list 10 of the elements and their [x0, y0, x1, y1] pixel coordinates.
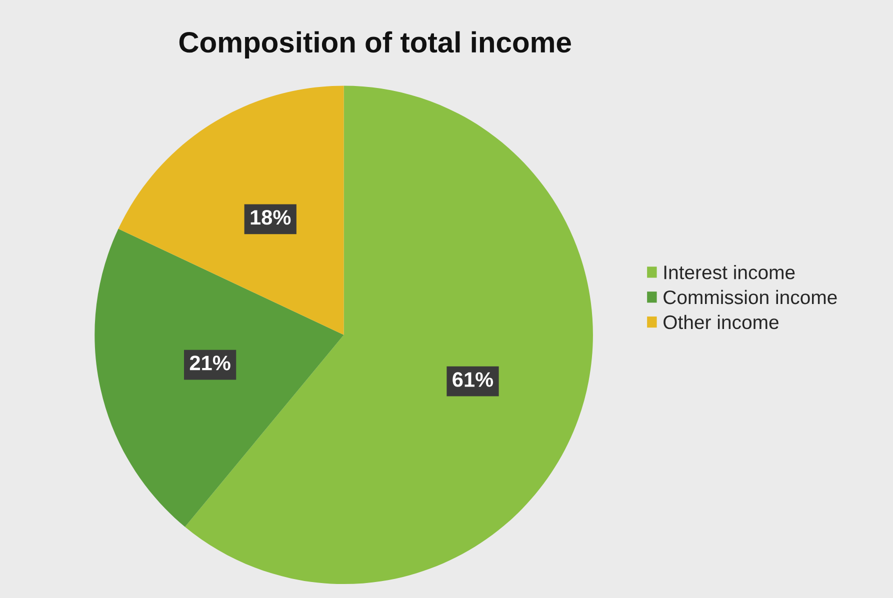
legend-label: Interest income — [664, 265, 795, 280]
data-label: 61% — [452, 372, 494, 387]
legend-label: Other income — [664, 314, 778, 330]
legend-label: Commission income — [664, 290, 837, 304]
data-label: 21% — [190, 356, 230, 370]
pie-slice — [118, 86, 344, 335]
pie-slice — [94, 228, 344, 527]
pie-slice — [184, 86, 593, 584]
data-label: 18% — [250, 210, 291, 225]
chart-title: Composition of total income — [179, 31, 571, 58]
